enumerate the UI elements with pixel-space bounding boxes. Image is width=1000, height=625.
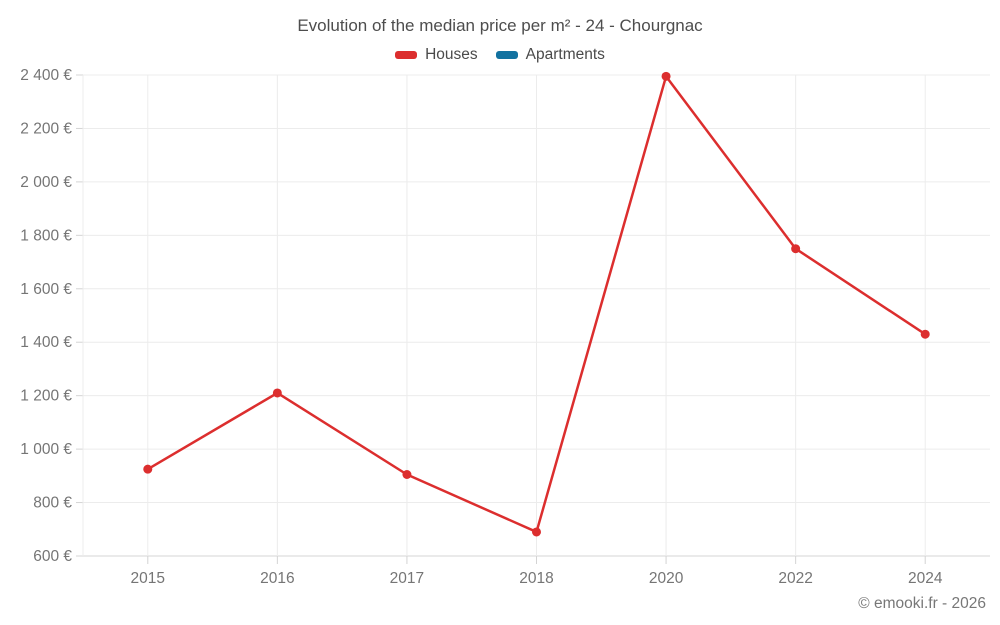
y-tick-label: 1 400 € bbox=[20, 334, 72, 351]
houses-point-2024[interactable] bbox=[920, 329, 930, 339]
houses-point-2018[interactable] bbox=[532, 527, 541, 537]
houses-point-2020[interactable] bbox=[661, 71, 671, 81]
y-tick-label: 800 € bbox=[33, 495, 72, 512]
houses-point-2017[interactable] bbox=[402, 469, 412, 479]
y-tick-label: 600 € bbox=[33, 548, 72, 565]
houses-point-2016[interactable] bbox=[272, 388, 282, 398]
y-tick-label: 1 000 € bbox=[20, 441, 72, 458]
legend: Houses Apartments bbox=[0, 46, 1000, 64]
legend-item-houses[interactable]: Houses bbox=[395, 46, 478, 64]
x-tick-label: 2020 bbox=[649, 570, 684, 587]
y-tick-label: 2 000 € bbox=[20, 174, 72, 191]
copyright-text: © emooki.fr - 2026 bbox=[858, 595, 986, 612]
x-tick-label: 2018 bbox=[519, 570, 553, 587]
chart-title: Evolution of the median price per m² - 2… bbox=[297, 16, 703, 35]
x-tick-label: 2016 bbox=[260, 570, 294, 587]
legend-item-apartments[interactable]: Apartments bbox=[495, 46, 605, 64]
y-tick-label: 1 800 € bbox=[20, 227, 72, 244]
y-tick-label: 2 200 € bbox=[20, 120, 72, 137]
houses-point-2015[interactable] bbox=[143, 464, 153, 474]
legend-label-apartments: Apartments bbox=[525, 46, 605, 63]
x-tick-label: 2024 bbox=[908, 570, 943, 587]
houses-point-2022[interactable] bbox=[791, 244, 801, 254]
y-tick-label: 1 600 € bbox=[20, 281, 72, 298]
y-tick-label: 2 400 € bbox=[20, 67, 72, 84]
x-tick-label: 2015 bbox=[131, 570, 165, 587]
x-tick-label: 2022 bbox=[778, 570, 812, 587]
x-tick-label: 2017 bbox=[390, 570, 424, 587]
legend-label-houses: Houses bbox=[425, 46, 478, 63]
apartments-swatch-icon bbox=[495, 51, 518, 59]
y-tick-label: 1 200 € bbox=[20, 388, 72, 405]
houses-swatch-icon bbox=[395, 51, 418, 59]
